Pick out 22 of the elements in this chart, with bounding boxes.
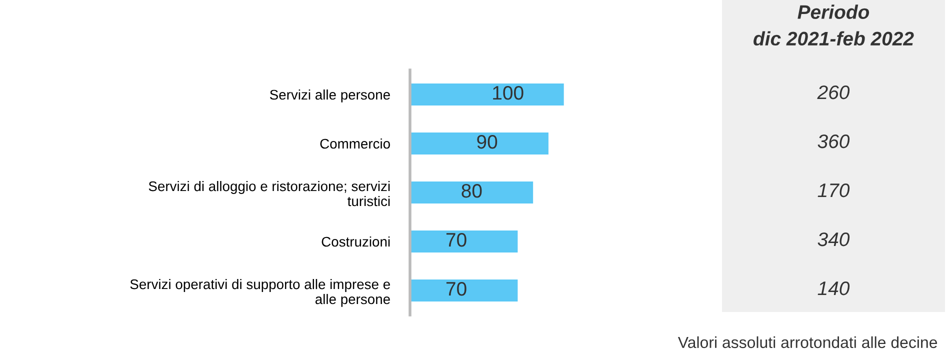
y-tick-label: Servizi operativi di supporto alle imprese e alle persone	[130, 278, 390, 307]
data-label: 70	[446, 232, 466, 247]
data-label: 360	[818, 134, 850, 148]
data-label: 340	[818, 232, 850, 246]
data-label: 170	[818, 183, 850, 198]
text: Periodo dic 2021-feb 2022	[754, 4, 914, 46]
y-tick-label: Commercio	[320, 138, 390, 149]
bar	[410, 230, 518, 253]
bar	[410, 181, 534, 204]
y-tick-label: Servizi di alloggio e ristorazione; servizi turistici	[148, 180, 390, 206]
data-label: 100	[493, 86, 524, 100]
data-label: 80	[462, 184, 482, 198]
bar	[410, 279, 518, 302]
y-tick-label: Costruzioni	[322, 236, 390, 247]
bar	[410, 83, 564, 106]
data-label: 140	[818, 281, 850, 296]
data-label: 70	[446, 282, 466, 296]
text: Valori assoluti arrotondati alle decine	[678, 336, 938, 348]
bar	[410, 132, 548, 155]
data-label: 260	[817, 85, 850, 100]
data-label: 90	[477, 134, 498, 149]
y-tick-label: Servizi alle persone	[270, 89, 390, 102]
